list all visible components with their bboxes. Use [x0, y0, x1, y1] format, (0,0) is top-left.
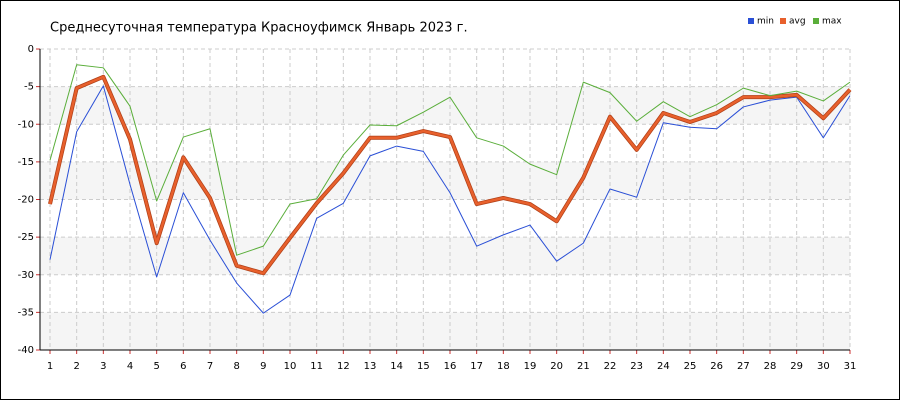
y-tick-label: -35	[18, 307, 34, 318]
x-tick-label: 18	[497, 361, 510, 372]
legend-swatch	[748, 18, 754, 24]
x-tick-label: 30	[817, 361, 830, 372]
x-tick-label: 28	[764, 361, 777, 372]
x-tick-label: 12	[337, 361, 350, 372]
x-tick-label: 31	[844, 361, 857, 372]
x-tick-label: 13	[364, 361, 377, 372]
y-tick-label: -10	[18, 119, 34, 130]
x-tick-label: 22	[604, 361, 617, 372]
legend-label: max	[822, 17, 842, 27]
y-tick-label: -40	[18, 345, 34, 356]
x-tick-label: 27	[737, 361, 750, 372]
x-tick-label: 16	[444, 361, 457, 372]
x-tick-label: 4	[127, 361, 133, 372]
x-tick-label: 7	[207, 361, 213, 372]
y-tick-label: -30	[18, 270, 34, 281]
x-tick-label: 10	[284, 361, 297, 372]
y-tick-label: -15	[18, 157, 34, 168]
x-tick-label: 6	[180, 361, 186, 372]
x-tick-label: 20	[550, 361, 563, 372]
x-tick-label: 11	[310, 361, 323, 372]
x-tick-label: 19	[524, 361, 537, 372]
y-tick-label: -20	[18, 195, 34, 206]
x-tick-label: 29	[790, 361, 803, 372]
y-tick-label: -5	[24, 82, 34, 93]
x-tick-label: 1	[47, 361, 53, 372]
x-tick-label: 15	[417, 361, 430, 372]
x-tick-label: 24	[657, 361, 670, 372]
x-tick-label: 23	[630, 361, 643, 372]
x-tick-label: 21	[577, 361, 590, 372]
legend-swatch	[813, 18, 819, 24]
x-tick-label: 9	[260, 361, 266, 372]
y-tick-label: 0	[28, 44, 34, 55]
legend-label: avg	[789, 17, 806, 27]
x-tick-label: 26	[710, 361, 723, 372]
x-tick-label: 5	[153, 361, 159, 372]
legend-swatch	[780, 18, 786, 24]
y-tick-label: -25	[18, 232, 34, 243]
grid-band	[40, 161, 850, 200]
series-line	[48, 75, 851, 275]
grid-band	[40, 312, 850, 350]
series-line	[49, 85, 851, 314]
x-tick-label: 25	[684, 361, 697, 372]
legend-label: min	[757, 17, 774, 27]
x-tick-label: 2	[73, 361, 79, 372]
x-tick-label: 17	[470, 361, 483, 372]
chart-title: Среднесуточная температура Красноуфимск …	[50, 21, 468, 36]
x-tick-label: 8	[233, 361, 239, 372]
x-tick-label: 14	[390, 361, 403, 372]
grid-band	[40, 237, 850, 275]
x-tick-label: 3	[100, 361, 106, 372]
series-line	[49, 64, 851, 256]
